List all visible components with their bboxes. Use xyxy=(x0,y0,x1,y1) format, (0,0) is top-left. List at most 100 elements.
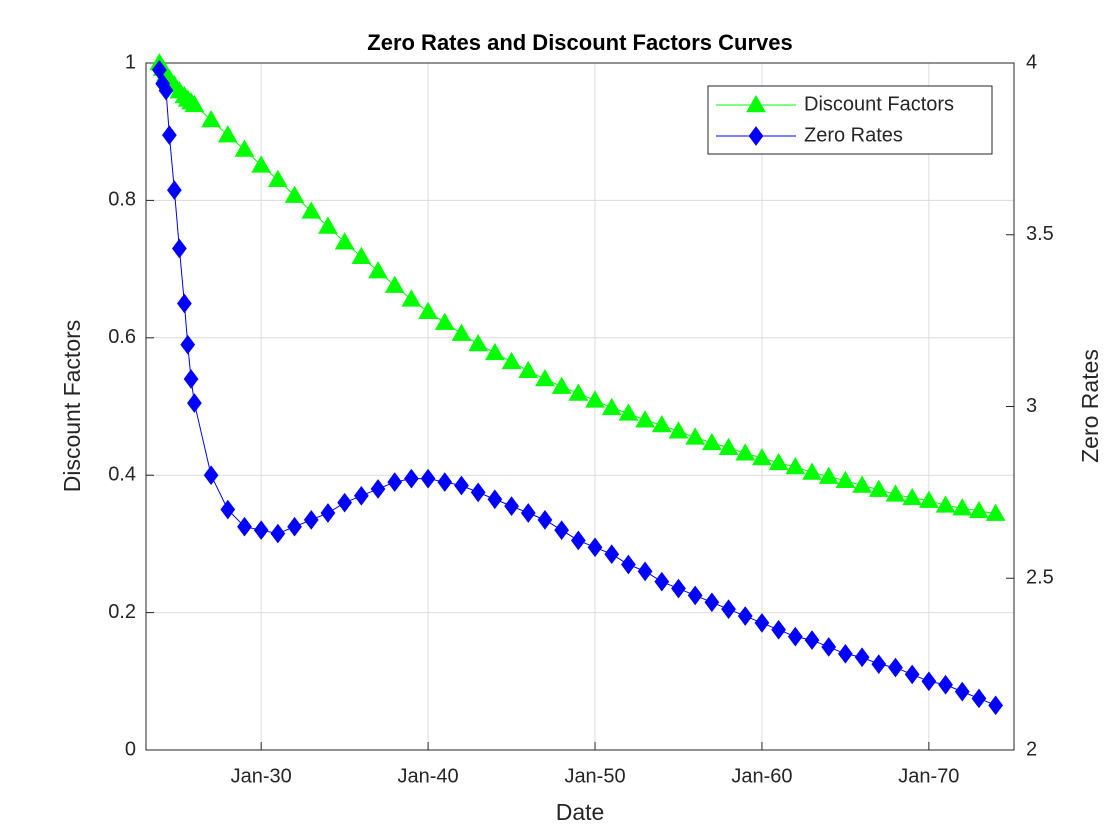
marker xyxy=(420,468,436,489)
y2-tick-label: 3 xyxy=(1026,395,1037,417)
marker xyxy=(370,479,386,499)
marker xyxy=(787,626,803,647)
marker xyxy=(201,110,221,128)
marker xyxy=(771,619,787,640)
marker xyxy=(888,657,903,678)
marker xyxy=(568,383,589,401)
plot-frame xyxy=(145,62,1015,751)
marker xyxy=(177,293,192,314)
marker xyxy=(971,688,987,709)
marker xyxy=(921,671,937,692)
marker xyxy=(618,403,639,421)
marker xyxy=(718,437,739,455)
marker xyxy=(902,487,923,506)
marker xyxy=(651,415,672,433)
marker xyxy=(487,489,503,510)
marker xyxy=(203,465,219,486)
marker xyxy=(337,492,353,513)
marker xyxy=(161,125,177,145)
x-tick-label: Jan-40 xyxy=(398,765,459,787)
marker xyxy=(537,510,553,530)
marker xyxy=(785,456,806,475)
y-tick-label: 0.4 xyxy=(108,463,136,485)
marker xyxy=(184,94,205,113)
marker xyxy=(854,647,870,668)
marker xyxy=(871,654,887,674)
y-tick-label: 0 xyxy=(125,738,136,760)
marker xyxy=(601,397,622,416)
marker xyxy=(287,516,302,537)
marker xyxy=(671,578,686,599)
marker xyxy=(485,342,505,361)
x-axis-label: Date xyxy=(556,799,605,825)
y-tick-label: 1 xyxy=(125,51,136,73)
marker xyxy=(852,475,872,493)
chart-title: Zero Rates and Discount Factors Curves xyxy=(367,30,792,55)
y2-tick-label: 2.5 xyxy=(1026,567,1054,589)
marker xyxy=(687,585,703,606)
marker xyxy=(585,390,605,408)
y2-tick-label: 2 xyxy=(1026,738,1037,760)
marker xyxy=(501,351,522,370)
marker xyxy=(735,443,756,461)
marker xyxy=(804,630,820,650)
marker xyxy=(654,571,670,592)
marker xyxy=(988,695,1004,716)
marker xyxy=(234,139,255,157)
legend-label: Discount Factors xyxy=(804,93,954,115)
marker xyxy=(167,180,182,200)
marker xyxy=(885,484,906,502)
marker xyxy=(368,261,388,279)
marker xyxy=(270,523,286,544)
marker xyxy=(754,613,770,633)
marker xyxy=(935,495,956,513)
y2-tick-label: 4 xyxy=(1026,51,1037,73)
marker xyxy=(637,561,653,582)
marker xyxy=(418,301,438,319)
marker xyxy=(401,289,422,307)
marker xyxy=(746,94,766,113)
marker xyxy=(301,201,322,219)
y-tick-label: 0.8 xyxy=(108,189,136,211)
marker xyxy=(737,606,753,626)
marker xyxy=(551,376,572,394)
marker xyxy=(187,393,202,413)
marker xyxy=(621,554,636,575)
marker xyxy=(821,637,837,657)
marker xyxy=(748,126,764,146)
series-line xyxy=(158,69,996,706)
marker xyxy=(802,462,822,480)
marker xyxy=(868,479,889,497)
marker xyxy=(172,238,187,259)
marker xyxy=(253,520,269,540)
marker xyxy=(721,599,736,619)
x-tick-label: Jan-70 xyxy=(898,765,959,787)
marker xyxy=(437,472,453,492)
marker xyxy=(268,169,288,188)
marker xyxy=(284,185,305,203)
marker xyxy=(704,592,720,613)
x-tick-label: Jan-60 xyxy=(731,765,792,787)
marker xyxy=(518,360,539,379)
marker xyxy=(353,485,369,506)
marker xyxy=(318,216,338,234)
marker xyxy=(468,333,489,352)
marker xyxy=(183,369,199,389)
marker xyxy=(535,369,555,387)
y-tick-label: 0.6 xyxy=(108,326,136,348)
marker xyxy=(220,499,236,520)
marker xyxy=(818,466,839,484)
x-tick-label: Jan-30 xyxy=(231,765,292,787)
marker xyxy=(334,232,355,250)
marker xyxy=(384,275,405,293)
marker xyxy=(158,80,174,101)
marker xyxy=(587,537,603,558)
marker xyxy=(404,468,419,489)
marker xyxy=(985,503,1006,521)
marker xyxy=(954,681,970,702)
marker xyxy=(919,490,939,508)
marker xyxy=(451,323,472,341)
marker xyxy=(504,496,519,516)
y-axis-label: Discount Factors xyxy=(59,320,85,493)
marker xyxy=(635,410,655,428)
